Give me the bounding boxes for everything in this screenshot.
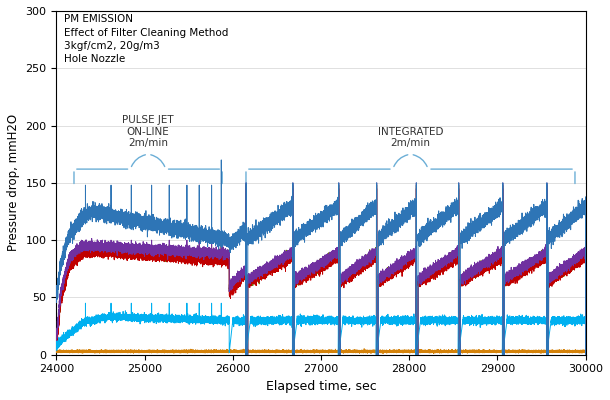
Text: PM EMISSION
Effect of Filter Cleaning Method
3kgf/cm2, 20g/m3
Hole Nozzle: PM EMISSION Effect of Filter Cleaning Me…	[64, 14, 229, 64]
Text: INTEGRATED
2m/min: INTEGRATED 2m/min	[378, 127, 443, 148]
Y-axis label: Pressure drop, mmH2O: Pressure drop, mmH2O	[7, 114, 20, 252]
Text: PULSE JET
ON-LINE
2m/min: PULSE JET ON-LINE 2m/min	[122, 115, 174, 148]
X-axis label: Elapsed time, sec: Elapsed time, sec	[265, 380, 376, 393]
